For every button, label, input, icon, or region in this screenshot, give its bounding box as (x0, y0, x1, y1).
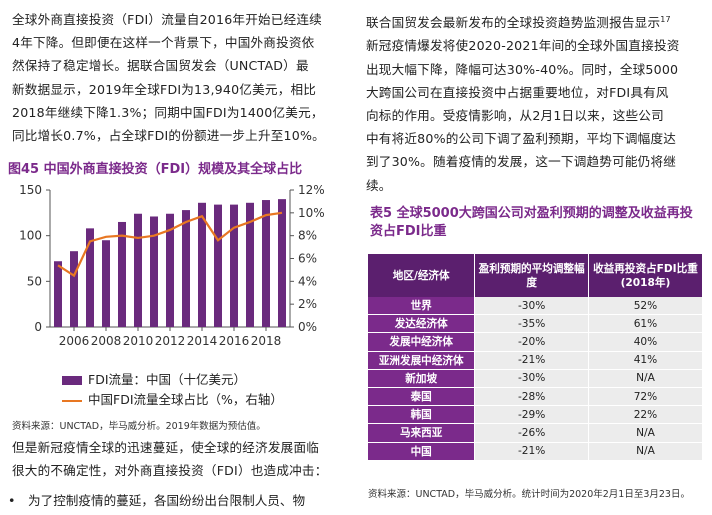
bar-fdi-flow (214, 204, 222, 327)
adjustment-cell: -35% (474, 314, 589, 334)
bar-fdi-flow (118, 221, 126, 327)
bar-fdi-flow (230, 204, 238, 327)
bar-fdi-flow (182, 210, 190, 327)
figure-source: 资料来源：UNCTAD，毕马威分析。2019年数据为预估值。 (12, 421, 266, 432)
adjustment-cell: -30% (474, 297, 589, 316)
right-column: 联合国贸发会最新发布的全球投资趋势监测报告显示17 新冠疫情爆发将使2020-2… (366, 8, 702, 197)
left-column: 全球外商直接投资（FDI）流量自2016年开始已经连续 4年下降。但即便在这样一… (12, 8, 348, 147)
reinvestment-cell: N/A (588, 442, 702, 461)
adjustment-cell: -21% (474, 442, 589, 461)
x-tick-label: 2014 (187, 334, 218, 348)
region-cell: 新加坡 (368, 369, 476, 388)
table-row: 亚洲发展中经济体 -21% 41% (368, 351, 702, 370)
reinvestment-cell: 72% (588, 387, 702, 407)
bullet-text: 为了控制疫情的蔓延，各国纷纷出台限制人员、物 (28, 493, 306, 508)
table-row: 韩国 -29% 22% (368, 405, 702, 425)
region-cell: 马来西亚 (368, 423, 476, 443)
adjustment-cell: -26% (474, 423, 589, 443)
table-row: 泰国 -28% 72% (368, 387, 702, 407)
adjustment-cell: -30% (474, 369, 589, 388)
table-source: 资料来源：UNCTAD，毕马威分析。统计时间为2020年2月1日至3月23日。 (368, 489, 690, 500)
bar-fdi-flow (262, 200, 270, 327)
region-cell: 韩国 (368, 405, 476, 425)
bar-fdi-flow (102, 240, 110, 327)
legend-line-label: 中国FDI流量全球占比（%，右轴） (88, 392, 283, 407)
y-left-tick-label: 150 (19, 183, 42, 197)
reinvestment-cell: N/A (588, 423, 702, 443)
region-cell: 泰国 (368, 387, 476, 407)
x-tick-label: 2018 (251, 334, 282, 348)
region-cell: 发展中经济体 (368, 332, 476, 352)
y-right-tick-label: 2% (298, 297, 317, 311)
line-global-share (57, 211, 283, 278)
adjustment-cell: -29% (474, 405, 589, 425)
adjustment-cell: -28% (474, 387, 589, 407)
header-reinvestment: 收益再投资占FDI比重(2018年) (588, 254, 702, 297)
x-tick-label: 2010 (123, 334, 154, 348)
legend-line-swatch (62, 399, 82, 402)
header-region: 地区/经济体 (368, 254, 476, 297)
y-right-tick-label: 0% (298, 320, 317, 334)
y-right-tick-label: 6% (298, 252, 317, 266)
header-adjustment: 盈利预期的平均调整幅度 (474, 254, 589, 297)
y-left-tick-label: 0 (34, 320, 42, 334)
bar-fdi-flow (70, 251, 78, 327)
intro-paragraph: 全球外商直接投资（FDI）流量自2016年开始已经连续 4年下降。但即便在这样一… (12, 12, 325, 144)
profit-table: 地区/经济体 盈利预期的平均调整幅度 收益再投资占FDI比重(2018年) 世界… (368, 254, 702, 461)
y-right-tick-label: 4% (298, 274, 317, 288)
legend-bar-item: FDI流量：中国（十亿美元） (62, 369, 246, 388)
reinvestment-cell: 40% (588, 332, 702, 352)
y-right-tick-label: 8% (298, 229, 317, 243)
table-header-row: 地区/经济体 盈利预期的平均调整幅度 收益再投资占FDI比重(2018年) (368, 254, 702, 297)
adjustment-cell: -20% (474, 332, 589, 352)
figure-title: 图45 中国外商直接投资（FDI）规模及其全球占比 (8, 162, 303, 177)
table-row: 新加坡 -30% N/A (368, 369, 702, 388)
reinvestment-cell: 22% (588, 405, 702, 425)
adjustment-cell: -21% (474, 351, 589, 370)
y-right-tick-label: 12% (298, 183, 325, 197)
x-tick-label: 2008 (91, 334, 122, 348)
region-cell: 亚洲发展中经济体 (368, 351, 476, 370)
table-row: 马来西亚 -26% N/A (368, 423, 702, 443)
table-row: 发达经济体 -35% 61% (368, 314, 702, 334)
bar-fdi-flow (198, 202, 206, 327)
legend-bar-swatch (62, 376, 82, 385)
bar-fdi-flow (86, 228, 94, 327)
bar-fdi-flow (166, 213, 174, 327)
bullet-mark: • (8, 493, 16, 508)
reinvestment-cell: 61% (588, 314, 702, 334)
bar-fdi-flow (246, 202, 254, 327)
x-tick-label: 2016 (219, 334, 250, 348)
region-cell: 中国 (368, 442, 476, 461)
bar-fdi-flow (278, 199, 286, 327)
region-cell: 世界 (368, 297, 476, 316)
impact-paragraph: 但是新冠疫情全球的迅速蔓延，使全球的经济发展面临 很大的不确定性，对外商直接投资… (12, 440, 328, 479)
reinvestment-cell: N/A (588, 369, 702, 388)
bar-fdi-flow (150, 216, 158, 327)
table-row: 中国 -21% N/A (368, 442, 702, 461)
table-row: 发展中经济体 -20% 40% (368, 332, 702, 352)
bar-fdi-flow (54, 261, 62, 327)
table-row: 世界 -30% 52% (368, 297, 702, 316)
table-body: 世界 -30% 52% 发达经济体 -35% 61% 发展中经济体 -20% 40% 亚洲发展中经… (368, 297, 702, 461)
table-title: 表5 全球5000大跨国公司对盈利预期的调整及收益再投资占FDI比重 (370, 206, 693, 239)
reinvestment-cell: 41% (588, 351, 702, 370)
bar-fdi-flow (134, 213, 142, 327)
x-tick-label: 2012 (155, 334, 186, 348)
x-tick-label: 2006 (59, 334, 90, 348)
y-left-tick-label: 50 (27, 274, 42, 288)
legend-bar-label: FDI流量：中国（十亿美元） (88, 372, 247, 387)
y-right-tick-label: 10% (298, 206, 325, 220)
footnote-mark: 17 (660, 15, 671, 24)
bullet-item: • 为了控制疫情的蔓延，各国纷纷出台限制人员、物 (8, 491, 306, 511)
y-left-tick-label: 100 (19, 229, 42, 243)
region-cell: 发达经济体 (368, 314, 476, 334)
reinvestment-cell: 52% (588, 297, 702, 316)
right-paragraph: 联合国贸发会最新发布的全球投资趋势监测报告显示17 新冠疫情爆发将使2020-2… (366, 15, 680, 193)
legend-line-item: 中国FDI流量全球占比（%，右轴） (62, 389, 283, 408)
